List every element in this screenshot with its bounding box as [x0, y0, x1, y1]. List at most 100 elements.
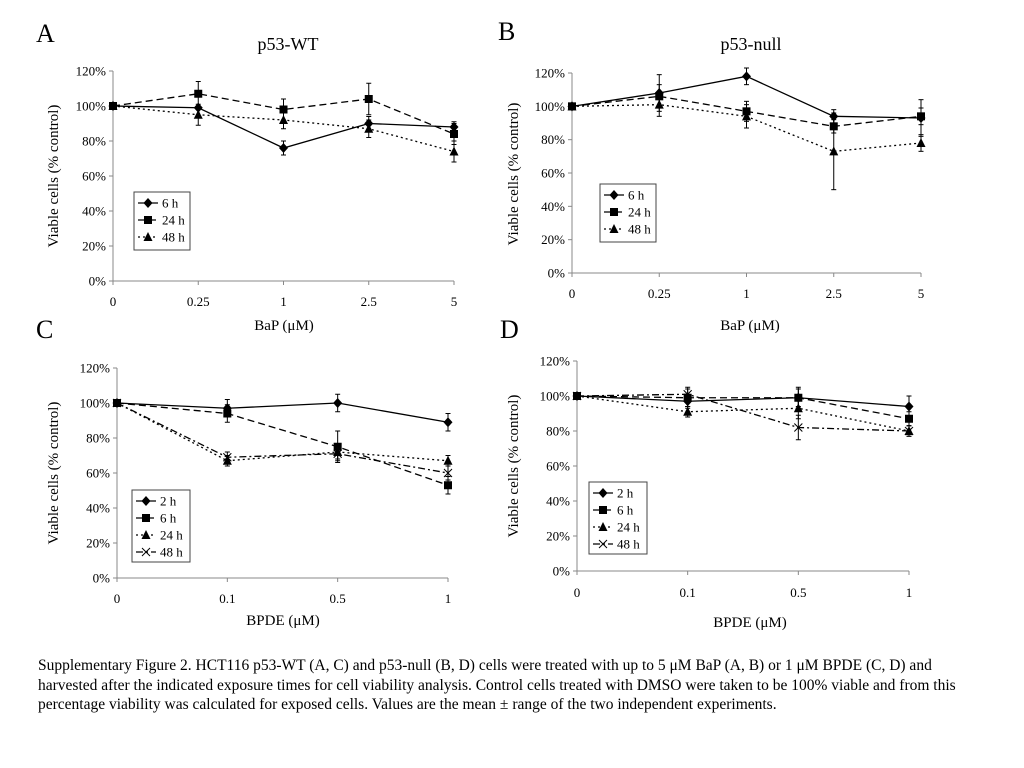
y-tick-label: 60%	[82, 169, 106, 184]
y-tick-label: 100%	[80, 396, 111, 411]
legend: 6 h 24 h 48 h	[599, 183, 657, 243]
y-tick-label: 80%	[82, 134, 106, 149]
data-point	[364, 123, 374, 133]
data-point	[194, 89, 203, 98]
legend-marker	[609, 190, 619, 200]
legend-label: 6 h	[617, 503, 634, 518]
y-tick-label: 80%	[86, 431, 110, 446]
y-tick-label: 80%	[546, 424, 570, 439]
x-axis-label: BPDE (μM)	[713, 615, 786, 631]
x-tick-label: 0	[114, 591, 121, 606]
legend-marker	[141, 547, 151, 557]
chart-panel-C: C 0% 20% 40% 60% 80% 100% 120% 0 0.1 0.5 1 BPDE (μM)…	[36, 315, 453, 629]
y-tick-label: 120%	[540, 354, 571, 369]
legend: 6 h 24 h 48 h	[133, 191, 191, 251]
legend-label: 6 h	[162, 196, 179, 211]
legend-label: 24 h	[162, 213, 185, 228]
legend-box	[588, 481, 648, 555]
data-point	[742, 71, 751, 82]
legend-marker	[142, 514, 150, 522]
series-line	[116, 402, 449, 423]
series-line	[576, 395, 910, 408]
x-tick-label: 2.5	[826, 286, 842, 301]
y-tick-label: 40%	[86, 501, 110, 516]
data-point	[333, 449, 343, 459]
x-tick-label: 1	[906, 585, 913, 600]
legend-label: 24 h	[160, 528, 183, 543]
y-tick-label: 0%	[548, 266, 566, 281]
x-tick-label: 0.5	[790, 585, 806, 600]
x-tick-label: 2.5	[361, 294, 377, 309]
series-line	[112, 93, 455, 135]
data-point	[916, 138, 926, 147]
y-tick-label: 60%	[541, 166, 565, 181]
data-point	[223, 409, 232, 418]
legend-marker	[141, 496, 151, 506]
series-line	[116, 402, 449, 462]
data-point	[904, 401, 914, 412]
legend: 2 h 6 h 24 h 48 h	[131, 489, 191, 563]
x-axis-label: BaP (μM)	[720, 318, 780, 334]
legend-label: 48 h	[160, 545, 183, 560]
data-point	[450, 130, 458, 138]
y-tick-label: 20%	[82, 239, 106, 254]
chart-title: p53-null	[721, 34, 782, 54]
data-point	[917, 112, 925, 121]
series-2h	[572, 388, 914, 418]
y-axis-label: Viable cells (% control)	[506, 103, 522, 246]
data-point	[193, 109, 203, 119]
legend-marker	[598, 522, 608, 531]
x-tick-label: 0.25	[187, 294, 210, 309]
figure-caption: Supplementary Figure 2. HCT116 p53-WT (A…	[38, 657, 956, 713]
y-tick-label: 0%	[89, 274, 107, 289]
series-line	[116, 402, 449, 474]
x-tick-label: 1	[280, 294, 287, 309]
legend-label: 2 h	[160, 494, 177, 509]
data-point	[742, 111, 751, 121]
y-tick-label: 60%	[86, 466, 110, 481]
x-tick-label: 0.25	[648, 286, 671, 301]
y-tick-label: 80%	[541, 132, 565, 147]
legend-label: 2 h	[617, 486, 634, 501]
series-line	[576, 395, 910, 420]
x-tick-label: 1	[445, 591, 452, 606]
x-tick-label: 0	[569, 286, 576, 301]
x-tick-label: 5	[451, 294, 458, 309]
y-tick-label: 0%	[553, 564, 571, 579]
data-point	[654, 99, 664, 109]
data-point	[905, 414, 913, 423]
legend-marker	[143, 198, 153, 208]
data-point	[443, 417, 453, 428]
data-point	[449, 146, 459, 156]
x-tick-label: 0	[574, 585, 581, 600]
legend-label: 6 h	[628, 188, 645, 203]
legend-marker	[599, 506, 607, 514]
chart-title: p53-WT	[258, 34, 319, 54]
series-line	[576, 395, 910, 432]
data-point	[333, 398, 343, 408]
legend-marker	[598, 539, 608, 549]
series-6h	[113, 399, 452, 495]
y-tick-label: 60%	[546, 459, 570, 474]
data-point	[567, 101, 577, 111]
data-point	[793, 423, 803, 432]
data-point	[683, 406, 693, 416]
legend-marker	[143, 232, 153, 241]
legend-label: 48 h	[628, 222, 651, 237]
series-line	[116, 402, 449, 486]
legend-label: 48 h	[162, 230, 185, 245]
data-point	[443, 455, 453, 465]
series-48h	[108, 101, 459, 163]
panel-letter: D	[500, 315, 519, 344]
legend-label: 6 h	[160, 511, 177, 526]
series-line	[576, 393, 910, 432]
data-point	[904, 426, 914, 436]
legend-label: 48 h	[617, 537, 640, 552]
x-axis-label: BPDE (μM)	[246, 613, 319, 629]
series-6h	[573, 386, 913, 427]
legend-marker	[610, 208, 618, 216]
data-point	[364, 95, 373, 103]
